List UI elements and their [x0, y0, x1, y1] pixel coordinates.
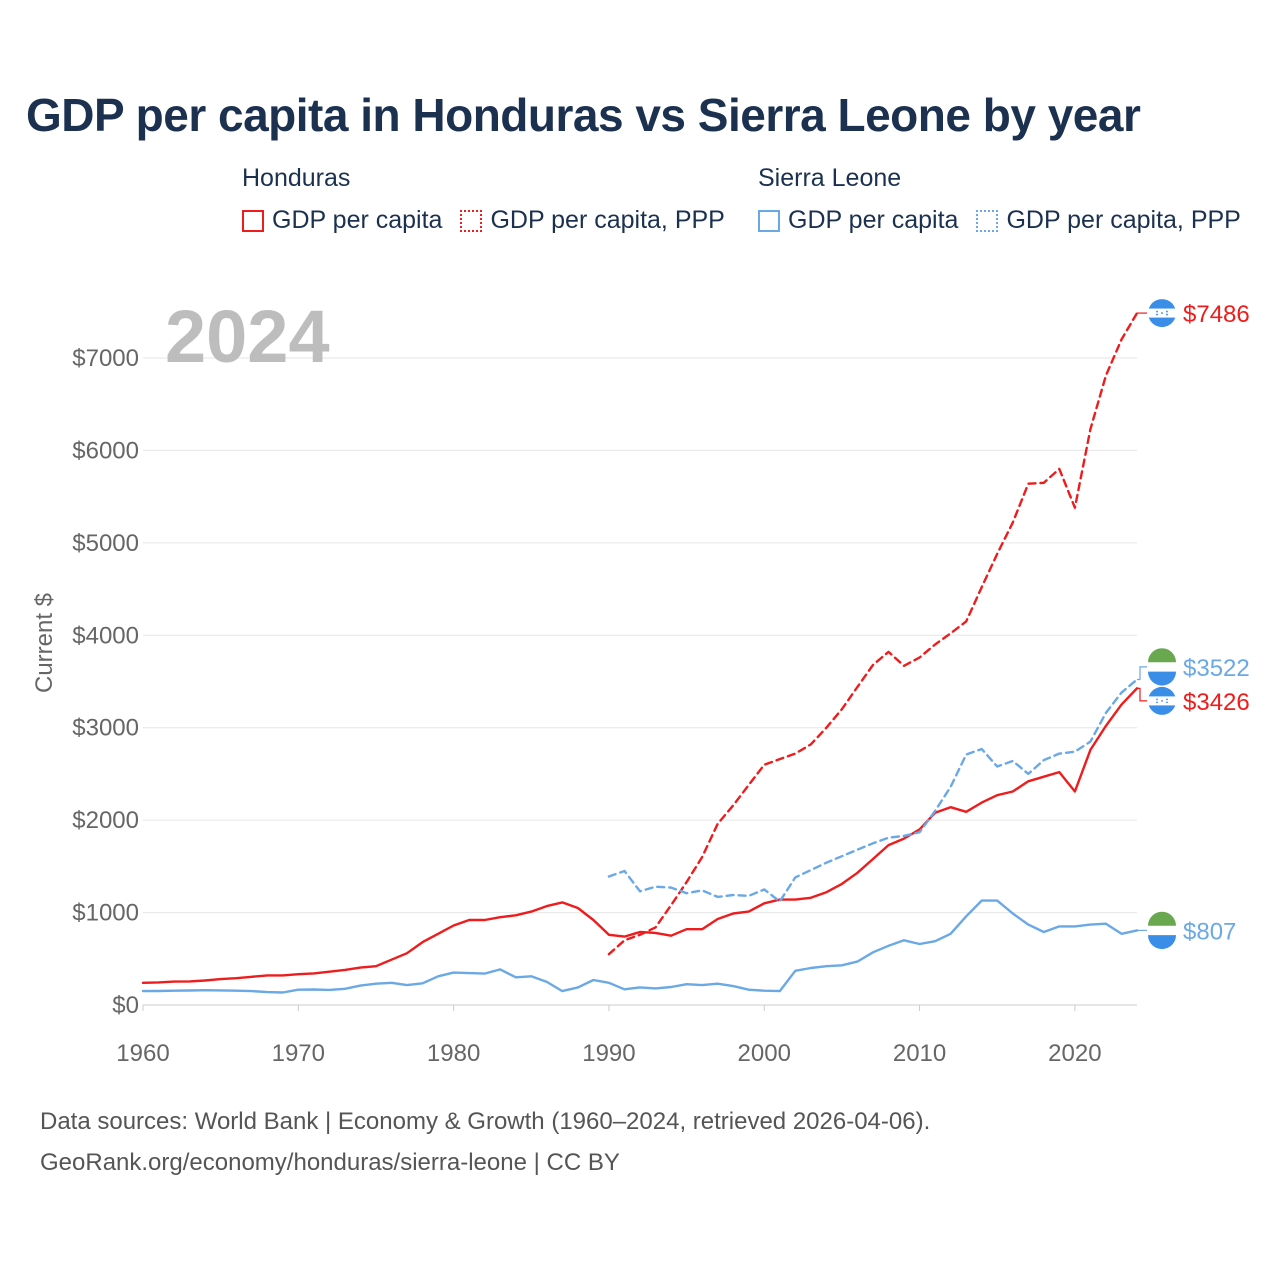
legend-group-honduras: Honduras GDP per capita GDP per capita, … [242, 162, 743, 235]
legend-item-sierra-leone-gdp[interactable]: GDP per capita [758, 206, 958, 235]
flag-star [1156, 698, 1158, 701]
sierra-leone-flag-icon [1148, 648, 1176, 686]
end-value-label: $7486 [1183, 301, 1250, 328]
legend-label: GDP per capita [272, 206, 443, 234]
series-line-sierra-leone-gdp-per-capita [141, 899, 1139, 994]
footer-sources: Data sources: World Bank | Economy & Gro… [40, 1108, 931, 1135]
year-watermark: 2024 [165, 295, 330, 378]
flag-star [1166, 313, 1168, 316]
legend-item-honduras-gdp[interactable]: GDP per capita [242, 206, 442, 235]
end-value-label: $807 [1183, 918, 1236, 945]
flag-stripe-green [1148, 648, 1176, 663]
legend-country-honduras: Honduras [242, 164, 351, 192]
flag-star [1166, 701, 1168, 704]
flag-star [1166, 310, 1168, 313]
legend-label: GDP per capita, PPP [1006, 206, 1241, 234]
flag-star [1156, 313, 1158, 316]
end-label-leader [1137, 687, 1147, 702]
y-tick-label: $1000 [72, 900, 139, 927]
grid-layer [143, 357, 1137, 1006]
legend-country-sierra-leone: Sierra Leone [758, 164, 902, 192]
x-tick-label: 2020 [1048, 1040, 1101, 1067]
flag-star [1166, 698, 1168, 701]
axis-layer: $0 $1000 $2000 $3000 $4000 $5000 $6000 $7000 196… [72, 345, 1101, 1067]
series-line-sierra-leone-gdp-per-capita-ppp [607, 678, 1139, 903]
x-tick-label: 1980 [427, 1040, 480, 1067]
footer-credit[interactable]: GeoRank.org/economy/honduras/sierra-leon… [40, 1149, 620, 1176]
end-value-label: $3426 [1183, 689, 1250, 716]
series-line-honduras-gdp-per-capita [141, 687, 1139, 984]
y-tick-label: $0 [112, 992, 139, 1019]
legend-swatch-solid [242, 209, 264, 232]
honduras-flag-icon [1148, 686, 1176, 715]
flag-stripe-blue [1148, 935, 1176, 950]
flag-star [1156, 310, 1158, 313]
flag-stripe-green [1148, 911, 1176, 926]
legend-group-sierra-leone: Sierra Leone GDP per capita GDP per capi… [758, 162, 1259, 235]
series-layer [141, 311, 1139, 994]
y-axis-title: Current $ [31, 593, 58, 693]
end-value-label: $3522 [1183, 655, 1250, 682]
legend-item-sierra-leone-gdp-ppp[interactable]: GDP per capita, PPP [976, 206, 1241, 235]
x-tick-label: 2000 [738, 1040, 791, 1067]
chart-title: GDP per capita in Honduras vs Sierra Leo… [26, 89, 1141, 141]
sierra-leone-flag-icon [1148, 911, 1176, 950]
flag-star [1156, 701, 1158, 704]
y-tick-label: $3000 [72, 715, 139, 742]
end-label-layer: $7486 $3522 $3426 $807 [1137, 299, 1250, 950]
legend-swatch-dotted [460, 209, 483, 232]
flag-stripe-blue [1148, 671, 1176, 686]
legend-label: GDP per capita, PPP [490, 206, 725, 234]
y-tick-label: $4000 [72, 622, 139, 649]
legend-label: GDP per capita [788, 206, 959, 234]
x-tick-label: 1970 [272, 1040, 325, 1067]
series-line-honduras-gdp-per-capita-ppp [607, 311, 1139, 956]
x-tick-label: 1990 [582, 1040, 635, 1067]
y-tick-label: $5000 [72, 530, 139, 557]
x-tick-label: 2010 [893, 1040, 946, 1067]
y-tick-label: $2000 [72, 807, 139, 834]
y-tick-label: $7000 [72, 345, 139, 372]
honduras-flag-icon [1148, 299, 1176, 328]
y-tick-label: $6000 [72, 437, 139, 464]
end-label-leader [1137, 666, 1147, 681]
legend-swatch-solid [758, 209, 780, 232]
legend-item-honduras-gdp-ppp[interactable]: GDP per capita, PPP [460, 206, 725, 235]
flag-star [1161, 700, 1163, 702]
legend-swatch-dotted [976, 209, 999, 232]
x-tick-label: 1960 [116, 1040, 169, 1067]
flag-star [1161, 312, 1163, 314]
